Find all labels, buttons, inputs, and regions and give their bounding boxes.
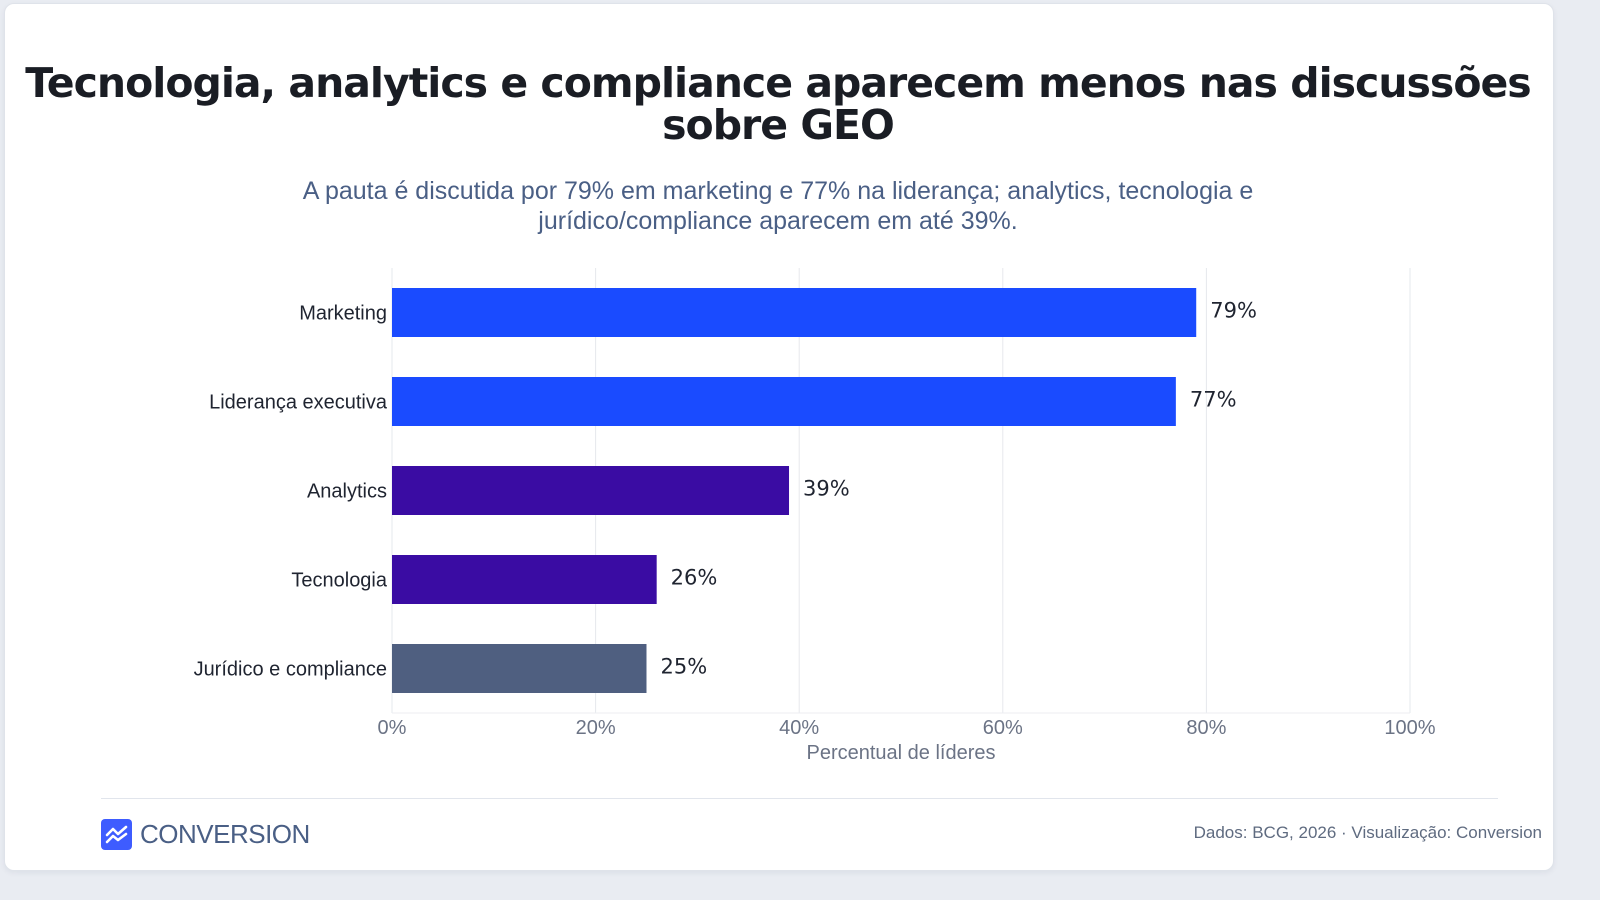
- chart-subtitle: A pauta é discutida por 79% em marketing…: [302, 177, 1254, 235]
- x-tick-label: 20%: [576, 717, 616, 739]
- data-label: 77%: [1190, 388, 1237, 412]
- bar: [392, 377, 1176, 426]
- footer-divider: [101, 798, 1498, 799]
- bar: [392, 288, 1197, 337]
- category-label: Liderança executiva: [209, 392, 388, 414]
- bar: [392, 466, 790, 515]
- x-tick-label: 100%: [1384, 717, 1435, 739]
- category-label: Marketing: [299, 303, 387, 325]
- brand-name: CONVERSION: [140, 818, 310, 849]
- x-tick-label: 40%: [779, 717, 819, 739]
- category-label: Analytics: [307, 481, 387, 503]
- brand-logo: CONVERSION: [101, 818, 310, 850]
- data-label: 25%: [661, 655, 708, 679]
- x-tick-label: 60%: [983, 717, 1023, 739]
- bar-chart: Marketing 79% Liderança executiva 77% Analyt…: [194, 268, 1436, 764]
- x-tick-label: 0%: [378, 717, 407, 739]
- trend-line-icon: [101, 818, 132, 850]
- data-label: 79%: [1210, 299, 1257, 323]
- bar: [392, 644, 647, 693]
- chart-title: Tecnologia, analytics e compliance apare…: [25, 59, 1531, 149]
- data-label: 39%: [803, 477, 850, 501]
- x-axis-title: Percentual de líderes: [806, 742, 995, 764]
- bar: [392, 555, 657, 604]
- source-credit: Dados: BCG, 2026 · Visualização: Convers…: [1193, 823, 1542, 842]
- category-label: Jurídico e compliance: [194, 659, 387, 681]
- data-label: 26%: [671, 566, 718, 590]
- category-label: Tecnologia: [291, 570, 388, 592]
- x-tick-label: 80%: [1186, 717, 1226, 739]
- chart-card: [4, 3, 1554, 871]
